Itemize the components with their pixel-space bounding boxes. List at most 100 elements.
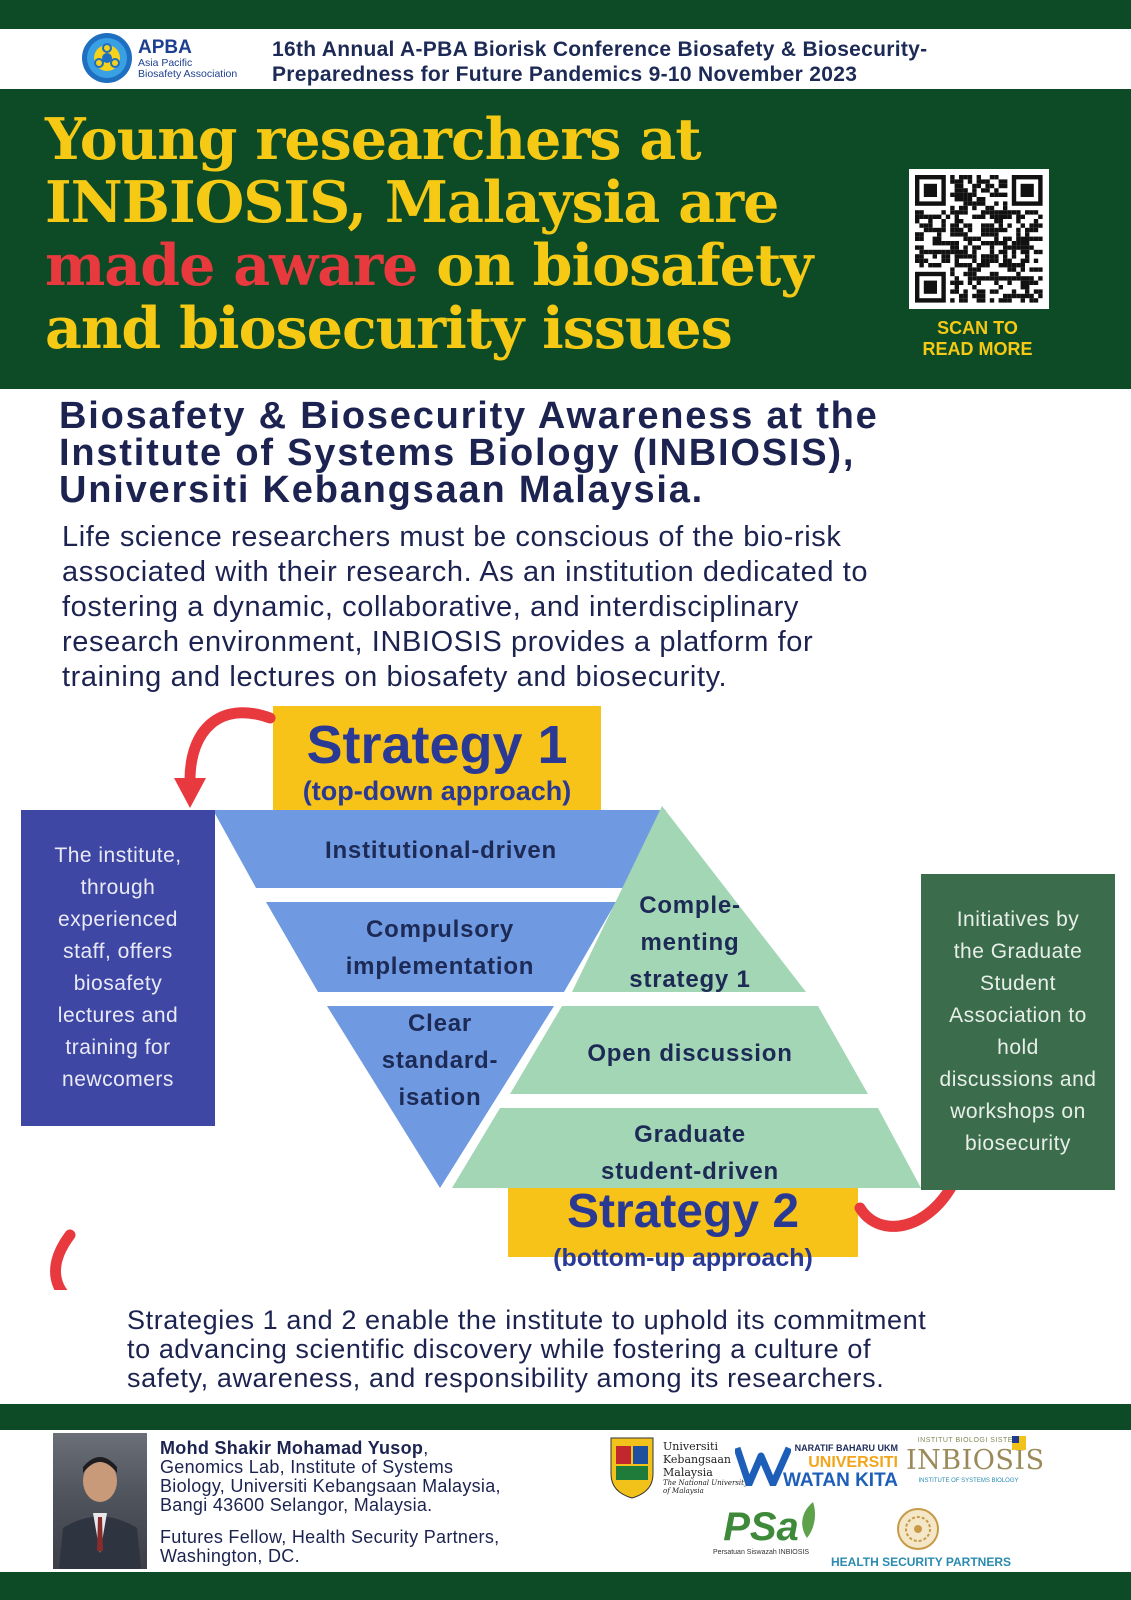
qr-module — [985, 179, 990, 184]
qr-module — [1011, 210, 1017, 215]
left-box-line: newcomers — [62, 1068, 174, 1091]
qr-module — [941, 241, 946, 246]
qr-module — [1025, 245, 1030, 250]
qr-module — [954, 245, 959, 250]
layer-text: isation — [398, 1084, 482, 1111]
qr-module — [950, 241, 955, 246]
qr-module — [989, 271, 995, 277]
qr-module — [932, 249, 937, 255]
right-box-line: hold — [997, 1036, 1039, 1059]
summary-line-2: to advancing scientific discovery while … — [127, 1334, 872, 1364]
qr-module — [915, 245, 920, 250]
qr-module — [989, 298, 995, 303]
qr-module — [1038, 249, 1043, 255]
qr-module — [1016, 241, 1021, 246]
qr-module — [998, 249, 1003, 255]
qr-module — [959, 298, 964, 303]
qr-module — [1033, 210, 1039, 215]
qr-module — [928, 249, 933, 255]
qr-module — [1016, 263, 1021, 268]
qr-module — [976, 298, 981, 303]
qr-module — [1038, 223, 1043, 228]
psa-logo: PSa Persatuan Siswazah INBIOSIS — [706, 1506, 816, 1557]
author-portrait-icon — [59, 1457, 141, 1569]
qr-module — [972, 254, 977, 259]
qr-module — [967, 223, 973, 228]
flag-icon — [1012, 1436, 1026, 1450]
qr-module — [959, 280, 964, 285]
qr-module — [954, 258, 959, 263]
qr-module — [950, 267, 955, 272]
qr-module — [994, 280, 999, 285]
qr-module — [1025, 254, 1030, 259]
qr-module — [967, 201, 973, 206]
qr-module — [989, 249, 995, 255]
qr-module — [981, 289, 986, 294]
qr-module — [972, 249, 977, 255]
inverted-layer-2 — [266, 902, 616, 992]
qr-module — [1003, 245, 1008, 250]
qr-module — [963, 298, 968, 303]
qr-module — [1016, 271, 1021, 277]
qr-module — [937, 236, 942, 241]
qr-module — [972, 201, 977, 206]
qr-module — [967, 197, 973, 202]
qr-module — [1016, 293, 1021, 299]
qr-module — [950, 271, 955, 277]
qr-module — [928, 214, 933, 219]
qr-module — [941, 227, 946, 233]
qr-module — [959, 293, 964, 299]
qr-module — [941, 210, 946, 215]
layer-text: student-driven — [601, 1158, 779, 1185]
psa-wordmark: PSa — [723, 1505, 799, 1549]
qr-module — [919, 210, 924, 215]
qr-module — [950, 179, 955, 184]
qr-module — [963, 249, 968, 255]
apba-logo-line1: Asia Pacific — [138, 57, 193, 69]
layer-clear-standardisation: Clear standard- isation — [355, 1005, 525, 1116]
qr-module — [989, 205, 995, 211]
layer-text: menting — [640, 929, 740, 956]
qr-module — [994, 175, 999, 180]
qr-module — [1025, 280, 1030, 285]
qr-module — [950, 298, 955, 303]
qr-module — [981, 179, 986, 184]
conference-line-1: 16th Annual A-PBA Biorisk Conference Bio… — [272, 38, 928, 61]
qr-module — [1029, 245, 1034, 250]
qr-module — [1020, 241, 1025, 246]
qr-module — [1033, 298, 1039, 303]
qr-module — [919, 236, 924, 241]
qr-code[interactable] — [909, 169, 1049, 309]
qr-module — [959, 263, 964, 268]
qr-module — [985, 205, 990, 211]
ukm-line-3: Malaysia — [663, 1466, 713, 1479]
qr-module — [1003, 249, 1008, 255]
apba-logo-text: APBA Asia Pacific Biosafety Association — [138, 38, 237, 80]
qr-module — [919, 214, 924, 219]
qr-module — [954, 179, 959, 184]
qr-module — [981, 298, 986, 303]
qr-module — [976, 276, 981, 281]
qr-module — [963, 236, 968, 241]
qr-module — [1029, 236, 1034, 241]
qr-module — [976, 236, 981, 241]
qr-module — [998, 223, 1003, 228]
qr-module — [981, 197, 986, 202]
qr-module — [923, 249, 929, 255]
qr-module — [998, 263, 1003, 268]
qr-module — [945, 249, 951, 255]
article-title-line-1: Biosafety & Biosecurity Awareness at the — [59, 395, 879, 437]
inverted-layer-1 — [213, 810, 666, 888]
qr-module — [985, 227, 990, 233]
qr-finder — [923, 280, 937, 294]
qr-module — [1016, 214, 1021, 219]
qr-module — [950, 245, 955, 250]
qr-module — [1016, 210, 1021, 215]
qr-module — [985, 241, 990, 246]
qr-module — [972, 293, 977, 299]
qr-module — [915, 258, 920, 263]
qr-module — [972, 205, 977, 211]
qr-module — [998, 227, 1003, 233]
layer-compulsory-implementation: Compulsory implementation — [310, 911, 570, 985]
qr-module — [994, 214, 999, 219]
